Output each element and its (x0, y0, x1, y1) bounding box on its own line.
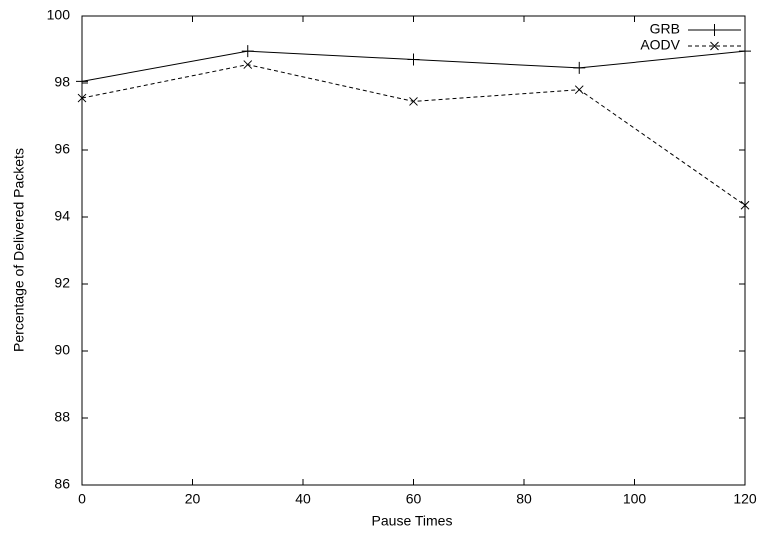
x-tick-label: 40 (295, 491, 311, 507)
x-tick-label: 120 (733, 491, 757, 507)
y-tick-label: 86 (54, 476, 70, 492)
y-tick-label: 94 (54, 208, 70, 224)
y-tick-label: 90 (54, 342, 70, 358)
x-tick-label: 80 (516, 491, 532, 507)
x-tick-label: 60 (406, 491, 422, 507)
legend-marker (710, 41, 719, 51)
series-line (81, 64, 746, 206)
marker (573, 61, 586, 74)
marker (77, 93, 87, 103)
y-tick-label: 100 (47, 7, 71, 23)
y-tick-label: 96 (54, 141, 70, 157)
y-tick-label: 88 (54, 409, 70, 425)
marker (409, 97, 418, 106)
marker (76, 75, 88, 88)
legend-label: GRB (650, 21, 680, 37)
marker (241, 45, 254, 58)
y-tick-label: 92 (54, 275, 70, 291)
marker (574, 85, 584, 95)
marker (739, 45, 751, 58)
plot-frame (81, 15, 746, 486)
legend-marker (708, 24, 721, 36)
marker (243, 60, 253, 69)
x-tick-label: 0 (78, 491, 86, 507)
x-axis-label: Pause Times (372, 513, 453, 529)
legend-label: AODV (640, 37, 680, 53)
y-axis-label: Percentage of Delivered Packets (11, 148, 27, 352)
marker (407, 53, 420, 66)
y-tick-label: 98 (54, 74, 70, 90)
x-tick-label: 20 (185, 491, 201, 507)
x-tick-label: 100 (623, 491, 647, 507)
marker (740, 200, 750, 210)
